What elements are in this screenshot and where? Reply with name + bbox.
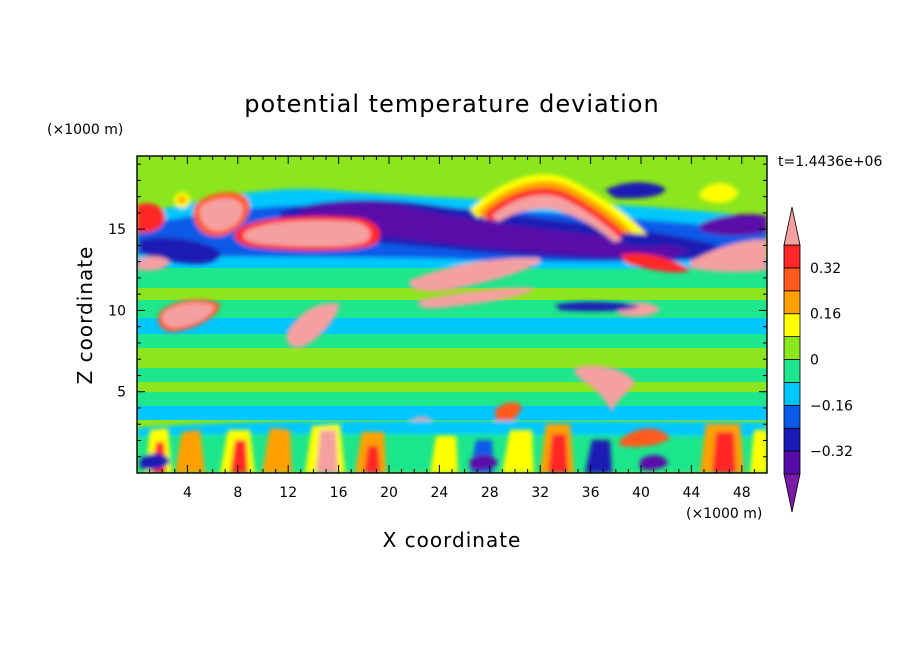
band-cyan-3 [137, 406, 767, 422]
left-edge-pink [137, 256, 170, 271]
plume-13-core [712, 432, 736, 473]
colorbar-bin [783, 267, 801, 292]
colorbar-bin [783, 313, 801, 338]
colorbar-extend-bottom [783, 473, 801, 513]
upper-purple-layer [300, 202, 690, 258]
arc-pink [492, 194, 622, 242]
y-tick-label: 5 [117, 385, 126, 401]
colorbar-tick-label: 0.32 [810, 261, 841, 277]
x-tick-label: 24 [430, 485, 448, 501]
plume-12 [620, 428, 670, 447]
colorbar-bin [783, 244, 801, 269]
x-tick-label: 36 [582, 485, 600, 501]
x-tick-label: 48 [733, 485, 751, 501]
band-green-4 [137, 382, 767, 392]
pink-10km-center [286, 303, 340, 348]
plume-4 [262, 428, 292, 473]
chart-title: potential temperature deviation [244, 90, 659, 118]
band-teal-3 [137, 334, 767, 348]
pink-blob-main [243, 220, 371, 247]
time-label: t=1.4436e+06 [778, 154, 882, 170]
left-orange-spot [178, 196, 186, 204]
colorbar-bin [783, 290, 801, 315]
x-tick-label: 40 [632, 485, 650, 501]
bottom-plumes [140, 424, 767, 473]
x-tick-label: 32 [531, 485, 549, 501]
top-right-navy-1 [605, 182, 666, 199]
plume-3-core [230, 440, 248, 473]
x-axis-ticks: 4 8 12 16 20 24 28 32 36 40 44 48 [149, 156, 755, 501]
x-tick-label: 4 [183, 485, 192, 501]
filament-pink-2 [417, 287, 535, 309]
pink-blob-left [199, 198, 243, 232]
plume-2 [175, 430, 205, 473]
band-teal-4 [137, 368, 767, 382]
y-unit-label: (×1000 m) [47, 122, 123, 138]
pink-10km-left [162, 302, 214, 328]
red-4km [495, 402, 522, 427]
x-tick-label: 16 [330, 485, 348, 501]
colorbar-bin [783, 359, 801, 383]
colorbar-tick-label: −0.32 [810, 444, 853, 460]
y-axis-label: Z coordinate [73, 246, 97, 385]
x-tick-label: 28 [481, 485, 499, 501]
colorbar-tick-label: 0.16 [810, 307, 841, 323]
colorbar-bin [783, 381, 801, 406]
pink-6km [574, 365, 635, 412]
colorbar-bin [783, 404, 801, 429]
x-tick-label: 8 [233, 485, 242, 501]
right-pink-patch [690, 239, 767, 273]
y-tick-label: 10 [108, 303, 126, 319]
plume-10-core [548, 434, 568, 473]
bottom-navy-2 [470, 455, 498, 471]
plume-11 [585, 440, 612, 473]
band-cyan-2 [137, 318, 767, 336]
bottom-navy-1 [140, 453, 170, 470]
plume-7 [430, 436, 458, 473]
plume-9 [502, 430, 534, 473]
filament-red-1 [620, 253, 690, 273]
top-right-yellow [700, 183, 738, 203]
x-axis-label: X coordinate [383, 528, 522, 552]
y-axis-ticks: 5 10 15 [108, 163, 767, 458]
y-tick-label: 15 [108, 222, 126, 238]
colorbar: 0.32 0.16 0 −0.16 −0.32 [783, 206, 853, 513]
band-teal-5 [137, 392, 767, 406]
plume-5-core [316, 430, 338, 473]
plume-6-core [364, 446, 380, 473]
filament-pink-1 [409, 257, 541, 292]
band-green-3 [137, 348, 767, 370]
colorbar-tick-label: 0 [810, 353, 819, 369]
x-unit-label: (×1000 m) [686, 506, 762, 522]
left-edge-red [137, 203, 165, 233]
colorbar-bin [783, 427, 801, 452]
band-green-2 [137, 288, 767, 300]
colorbar-extend-top [783, 206, 801, 246]
top-right-navy-2 [620, 233, 670, 247]
colorbar-bin [783, 336, 801, 360]
top-right-purple [700, 214, 767, 236]
bottom-navy-3 [640, 455, 668, 471]
x-tick-label: 20 [380, 485, 398, 501]
contour-field [137, 156, 767, 473]
plume-14 [750, 430, 767, 473]
navy-10km-right [555, 302, 640, 312]
colorbar-bin [783, 450, 801, 475]
colorbar-tick-label: −0.16 [810, 398, 853, 414]
x-tick-label: 12 [279, 485, 297, 501]
x-tick-label: 44 [682, 485, 700, 501]
